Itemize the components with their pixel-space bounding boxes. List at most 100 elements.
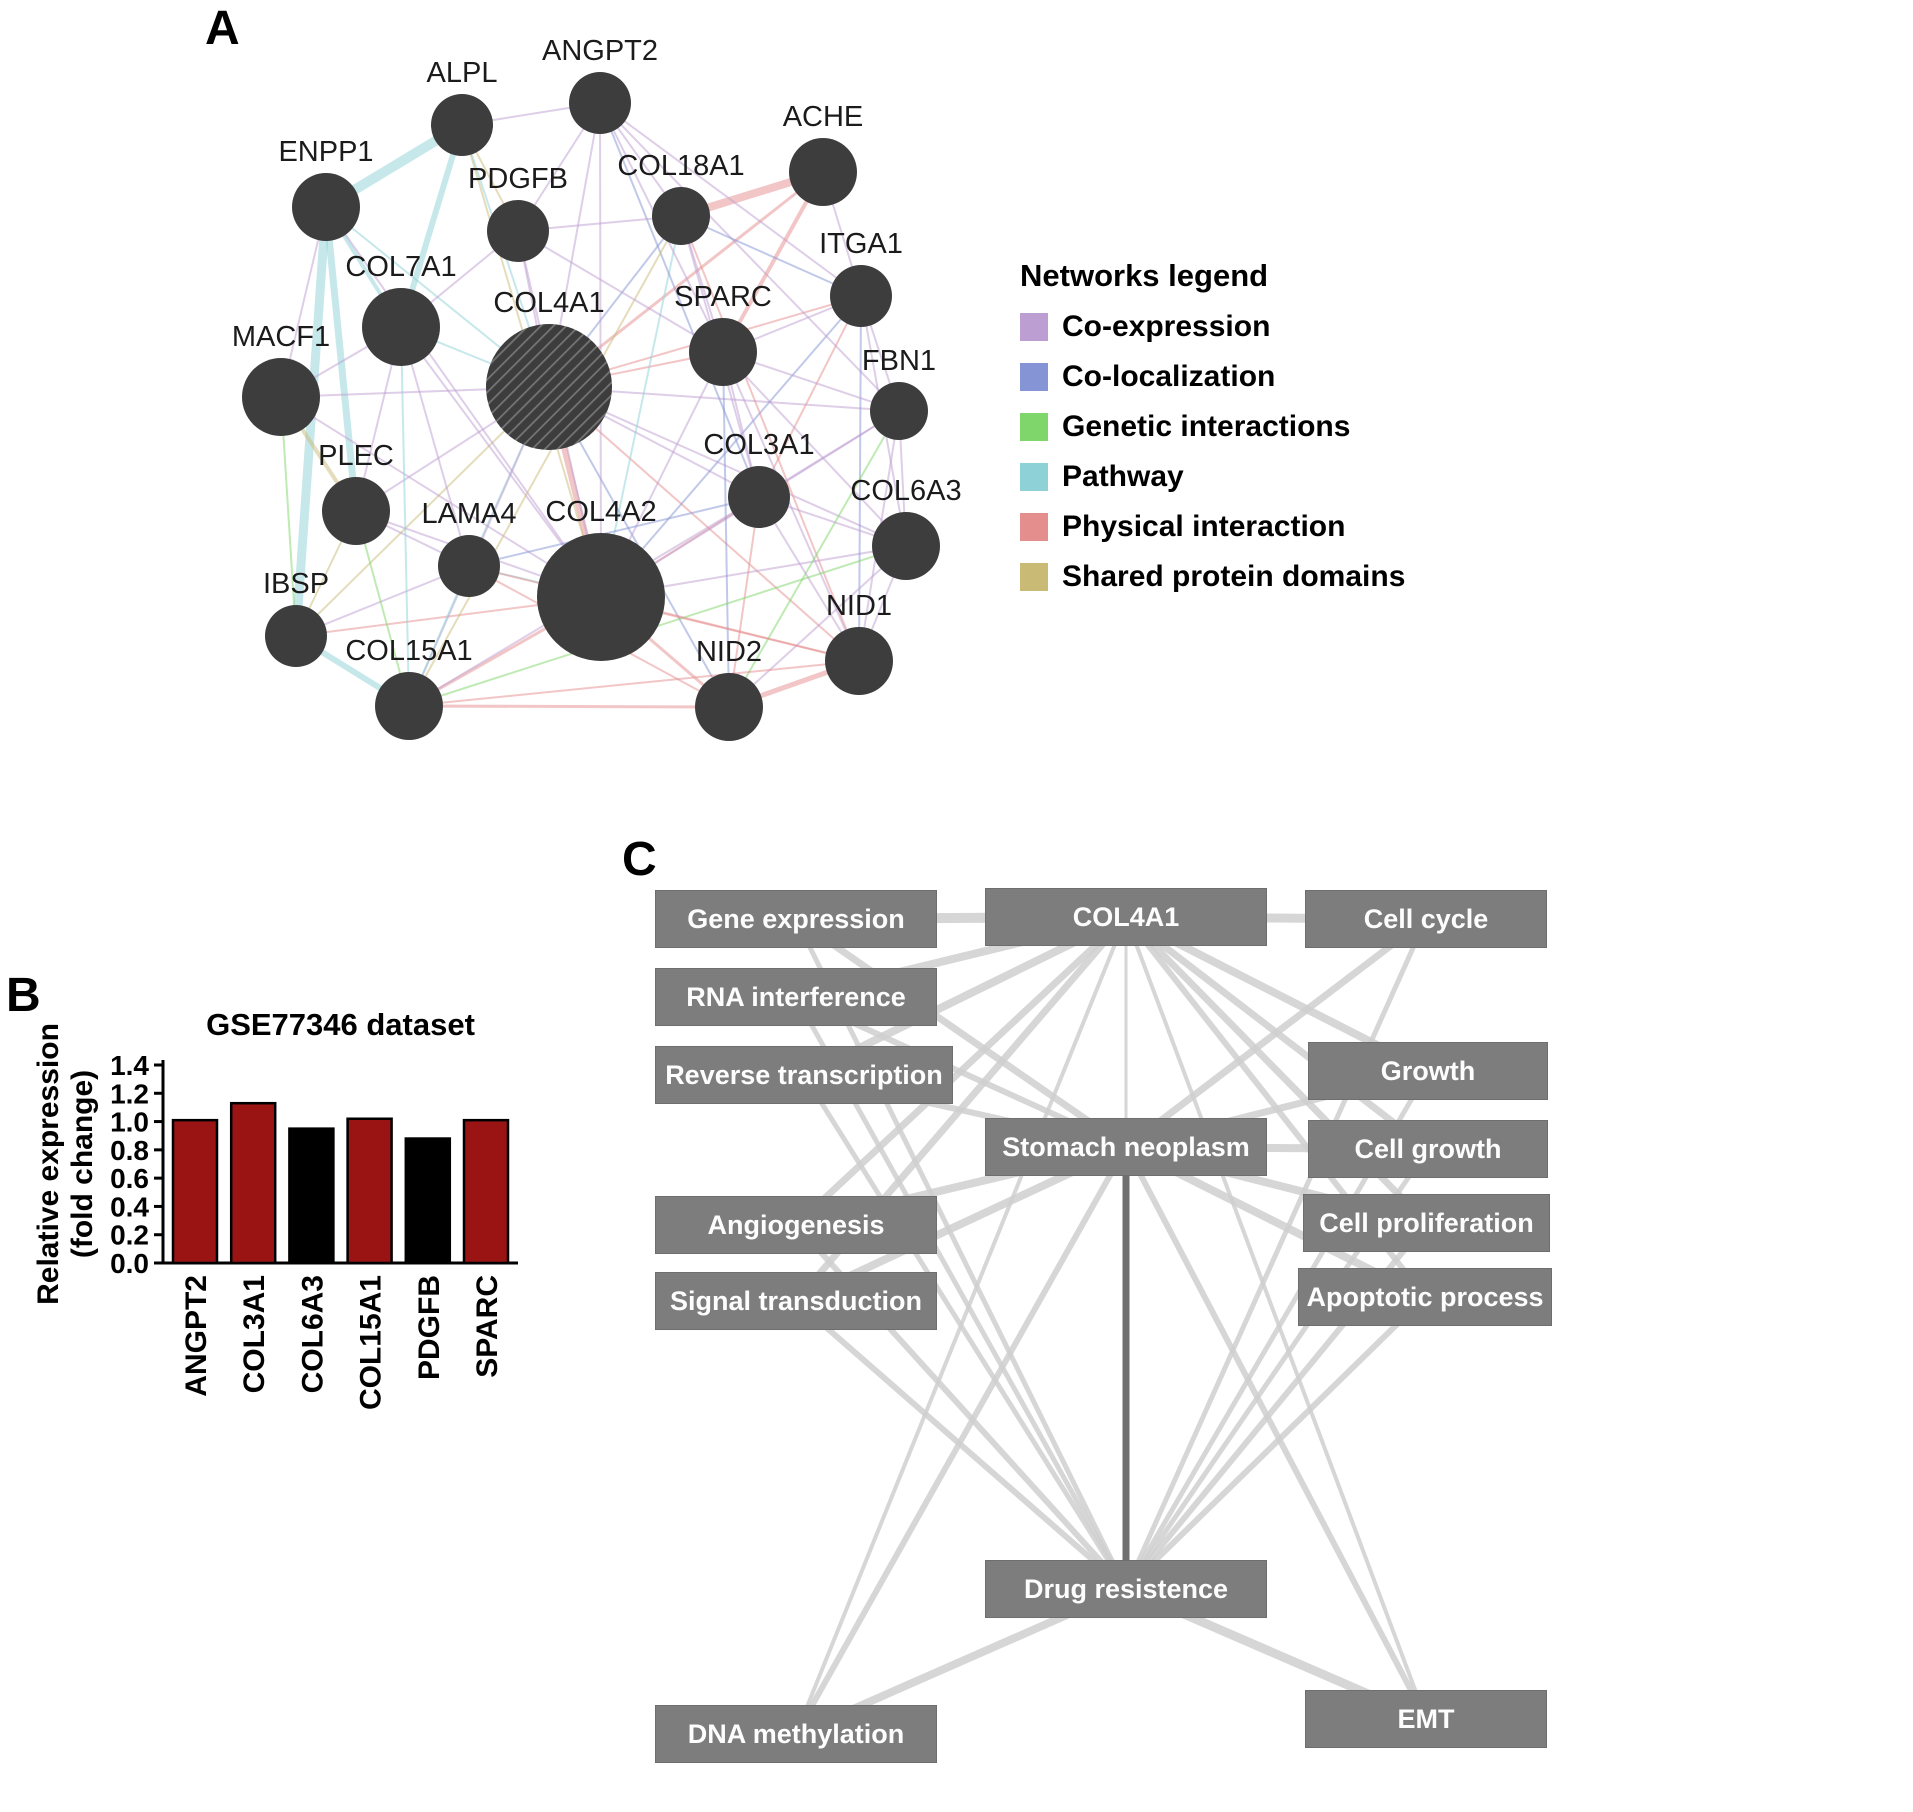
gene-node-PLEC <box>322 477 390 545</box>
legend-swatch-genetic <box>1020 413 1048 441</box>
gene-node-label-ANGPT2: ANGPT2 <box>542 35 658 67</box>
network-edge-coexpression <box>599 102 862 297</box>
concept-box-reverse_transcription: Reverse transcription <box>655 1046 953 1104</box>
gene-node-COL4A1 <box>486 324 612 450</box>
y-tick-label: 1.0 <box>110 1107 149 1138</box>
network-legend: Networks legend Co-expression Co-localiza… <box>1020 258 1405 610</box>
network-edge-coexpression <box>325 206 602 598</box>
concept-box-col4a1: COL4A1 <box>985 888 1267 946</box>
concept-box-apoptotic_process: Apoptotic process <box>1298 1268 1552 1326</box>
legend-swatch-colocalization <box>1020 363 1048 391</box>
legend-item-label: Physical interaction <box>1062 510 1346 543</box>
network-edge-coexpression <box>517 230 724 353</box>
network-edge-pathway <box>322 203 360 515</box>
legend-item-coexpression: Co-expression <box>1020 310 1405 344</box>
panel-b-label: B <box>6 969 41 1022</box>
network-edge-physical <box>721 170 825 354</box>
gene-node-label-COL4A1: COL4A1 <box>493 287 604 319</box>
gene-node-COL4A2 <box>537 533 665 661</box>
legend-item-label: Genetic interactions <box>1062 410 1351 443</box>
legend-title: Networks legend <box>1020 258 1269 293</box>
bar-COL15A1 <box>346 1117 393 1265</box>
bar-ANGPT2 <box>171 1118 219 1265</box>
gene-node-FBN1 <box>870 382 928 440</box>
gene-node-label-ENPP1: ENPP1 <box>278 136 373 168</box>
y-tick-label: 1.4 <box>110 1050 149 1081</box>
gene-node-IBSP <box>265 605 327 667</box>
legend-swatch-coexpression <box>1020 313 1048 341</box>
legend-item-pathway: Pathway <box>1020 460 1405 494</box>
gene-node-ITGA1 <box>830 265 892 327</box>
gene-node-label-COL7A1: COL7A1 <box>345 251 456 283</box>
gene-node-label-NID2: NID2 <box>696 636 762 668</box>
gene-node-label-FBN1: FBN1 <box>862 345 936 377</box>
bar-COL3A1 <box>229 1101 277 1265</box>
network-edge-physical <box>758 295 862 498</box>
legend-item-shared: Shared protein domains <box>1020 560 1405 594</box>
panel-c-label: C <box>622 833 657 886</box>
x-tick-label-COL3A1: COL3A1 <box>238 1275 271 1393</box>
gene-node-label-COL3A1: COL3A1 <box>703 429 814 461</box>
gene-node-ALPL <box>431 94 493 156</box>
concept-box-emt: EMT <box>1305 1690 1547 1748</box>
network-edge-physical <box>468 565 860 662</box>
gene-node-ACHE <box>789 138 857 206</box>
gene-node-COL7A1 <box>362 288 440 366</box>
gene-node-label-COL15A1: COL15A1 <box>345 635 472 667</box>
y-tick-label: 0.4 <box>110 1191 149 1222</box>
legend-swatch-shared <box>1020 563 1048 591</box>
concept-box-cell_cycle: Cell cycle <box>1305 890 1547 948</box>
concept-box-gene_expression: Gene expression <box>655 890 937 948</box>
network-edge-colocalization <box>722 351 730 708</box>
x-tick-label-COL15A1: COL15A1 <box>355 1275 388 1410</box>
network-edge-physical <box>680 215 860 662</box>
concept-box-rna_interference: RNA interference <box>655 968 937 1026</box>
y-axis-label-line2: (fold change) <box>66 1070 99 1258</box>
gene-node-label-COL18A1: COL18A1 <box>617 150 744 182</box>
network-edge-colocalization <box>468 496 760 567</box>
network-edge-colocalization <box>599 102 760 498</box>
network-edge-coexpression <box>722 351 907 547</box>
gene-node-label-ITGA1: ITGA1 <box>819 228 903 260</box>
network-edge-coexpression <box>728 545 907 708</box>
gene-node-label-ALPL: ALPL <box>427 57 498 89</box>
network-edge-physical <box>728 496 760 708</box>
x-tick-label-PDGFB: PDGFB <box>413 1275 446 1380</box>
legend-item-physical: Physical interaction <box>1020 510 1405 544</box>
legend-item-label: Co-localization <box>1062 360 1276 393</box>
legend-swatch-pathway <box>1020 463 1048 491</box>
bar-PDGFB <box>404 1137 452 1265</box>
gene-node-label-COL6A3: COL6A3 <box>850 475 961 507</box>
gene-node-NID2 <box>695 673 763 741</box>
gene-node-COL6A3 <box>872 512 940 580</box>
x-tick-label-ANGPT2: ANGPT2 <box>180 1275 213 1397</box>
y-tick-label: 0.8 <box>110 1135 149 1166</box>
x-tick-label-COL6A3: COL6A3 <box>296 1275 329 1393</box>
gene-node-label-SPARC: SPARC <box>674 281 772 313</box>
gene-node-SPARC <box>689 318 757 386</box>
y-axis-label-line1: Relative expression <box>32 1023 65 1305</box>
network-edge-physical <box>407 704 731 709</box>
gene-node-label-COL4A2: COL4A2 <box>545 496 656 528</box>
network-edge-coexpression <box>548 386 907 547</box>
y-tick-label: 1.2 <box>110 1078 149 1109</box>
legend-item-label: Pathway <box>1062 460 1184 493</box>
y-tick-label: 0.2 <box>110 1220 149 1251</box>
panel-a-label: A <box>205 2 240 55</box>
network-edge-genetic <box>280 396 297 637</box>
legend-item-colocalization: Co-localization <box>1020 360 1405 394</box>
legend-item-genetic: Genetic interactions <box>1020 410 1405 444</box>
network-edge-coexpression <box>599 102 602 598</box>
concept-box-angiogenesis: Angiogenesis <box>655 1196 937 1254</box>
network-edge-pathway <box>400 326 410 707</box>
chart-title: GSE77346 dataset <box>206 1007 475 1042</box>
gene-node-label-LAMA4: LAMA4 <box>421 498 516 530</box>
concept-box-growth: Growth <box>1308 1042 1548 1100</box>
network-edge-physical <box>408 660 860 707</box>
concept-box-signal_transduction: Signal transduction <box>655 1272 937 1330</box>
network-edge-coexpression <box>400 326 470 567</box>
network-edge-colocalization <box>680 215 862 297</box>
network-edge-colocalization <box>600 295 862 598</box>
